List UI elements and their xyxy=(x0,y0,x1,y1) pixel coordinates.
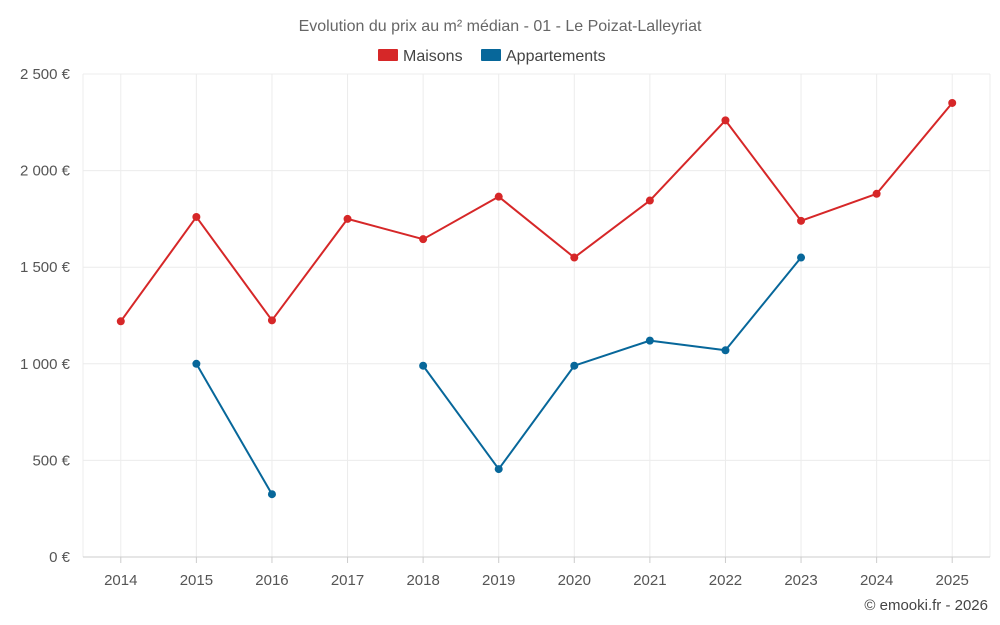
data-point-maisons-2018[interactable] xyxy=(419,235,428,244)
data-point-maisons-2022[interactable] xyxy=(721,116,730,125)
data-point-maisons-2015[interactable] xyxy=(192,212,201,221)
data-point-maisons-2023[interactable] xyxy=(797,216,806,225)
data-point-maisons-2017[interactable] xyxy=(343,214,352,223)
legend-swatch-maisons[interactable] xyxy=(378,49,398,61)
x-tick-label: 2021 xyxy=(633,572,666,589)
data-point-appartements-2023[interactable] xyxy=(797,253,806,262)
series-appartements xyxy=(192,253,806,499)
y-tick-label: 500 € xyxy=(32,452,70,469)
data-point-appartements-2015[interactable] xyxy=(192,359,201,368)
x-tick-label: 2017 xyxy=(331,572,364,589)
x-tick-label: 2024 xyxy=(860,572,893,589)
series-layer xyxy=(116,98,957,499)
data-point-maisons-2016[interactable] xyxy=(267,316,276,325)
series-line-appartements xyxy=(195,363,273,495)
grid xyxy=(82,73,991,557)
x-tick-label: 2015 xyxy=(180,572,213,589)
data-point-maisons-2020[interactable] xyxy=(570,253,579,262)
credit-text: © emooki.fr - 2026 xyxy=(864,597,988,614)
x-tick-label: 2022 xyxy=(709,572,742,589)
data-point-appartements-2020[interactable] xyxy=(570,361,579,370)
legend-label-appartements[interactable]: Appartements xyxy=(506,48,606,65)
y-axis: 0 € 500 € 1 000 € 1 500 € 2 000 € 2 500 € xyxy=(20,66,71,566)
legend-swatch-appartements[interactable] xyxy=(481,49,501,61)
data-point-appartements-2021[interactable] xyxy=(645,336,654,345)
x-axis: 2014 2015 2016 2017 2018 2019 2020 2021 2022 2023… xyxy=(83,556,990,589)
x-tick-label: 2020 xyxy=(558,572,591,589)
data-point-maisons-2021[interactable] xyxy=(645,196,654,205)
data-point-appartements-2019[interactable] xyxy=(494,465,503,474)
y-tick-label: 2 000 € xyxy=(20,163,71,180)
x-tick-label: 2016 xyxy=(255,572,288,589)
y-tick-label: 1 500 € xyxy=(20,259,71,276)
data-point-maisons-2019[interactable] xyxy=(494,192,503,201)
x-tick-label: 2023 xyxy=(784,572,817,589)
data-point-maisons-2025[interactable] xyxy=(948,98,957,107)
chart-title: Evolution du prix au m² médian - 01 - Le… xyxy=(299,18,702,35)
series-line-maisons xyxy=(119,102,953,322)
legend: Maisons Appartements xyxy=(378,48,606,65)
series-maisons xyxy=(116,98,957,326)
data-point-appartements-2018[interactable] xyxy=(419,361,428,370)
legend-label-maisons[interactable]: Maisons xyxy=(403,48,463,65)
x-tick-label: 2019 xyxy=(482,572,515,589)
y-tick-label: 0 € xyxy=(49,549,71,566)
data-point-appartements-2016[interactable] xyxy=(267,490,276,499)
x-tick-label: 2018 xyxy=(406,572,439,589)
x-tick-label: 2025 xyxy=(936,572,969,589)
data-point-maisons-2014[interactable] xyxy=(116,317,125,326)
y-tick-label: 1 000 € xyxy=(20,356,71,373)
data-point-appartements-2022[interactable] xyxy=(721,346,730,355)
y-tick-label: 2 500 € xyxy=(20,66,71,83)
x-tick-label: 2014 xyxy=(104,572,137,589)
data-point-maisons-2024[interactable] xyxy=(872,189,881,198)
series-line-appartements xyxy=(422,256,802,471)
